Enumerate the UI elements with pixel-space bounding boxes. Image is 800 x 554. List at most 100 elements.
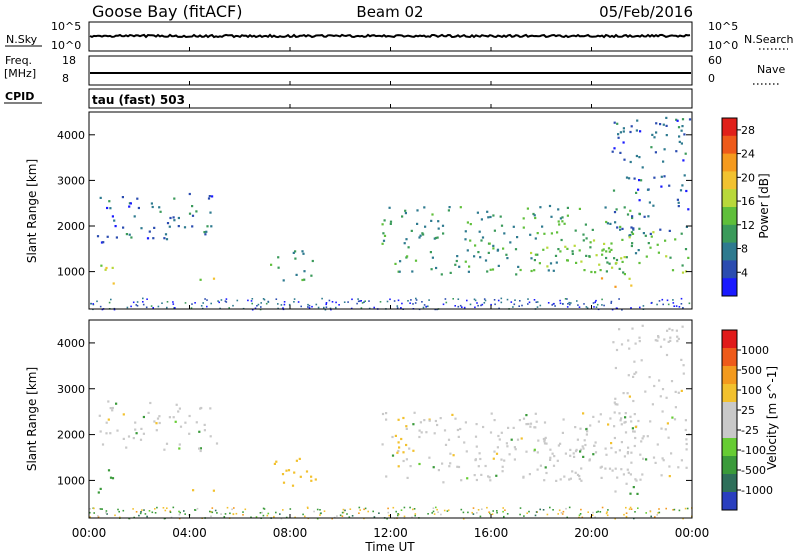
data-cell (588, 458, 591, 461)
data-cell (536, 232, 539, 235)
data-cell (336, 515, 338, 517)
data-cell (209, 407, 212, 410)
data-cell (338, 304, 340, 306)
data-cell (672, 509, 674, 511)
colorbar-swatch (722, 420, 737, 439)
data-cell (163, 517, 166, 520)
data-cell (653, 136, 656, 139)
data-cell (383, 219, 386, 222)
data-cell (473, 298, 476, 301)
data-cell (637, 507, 639, 509)
data-cell (536, 301, 539, 303)
data-cell (135, 432, 138, 435)
data-cell (567, 303, 569, 305)
data-cell (629, 492, 632, 495)
data-cell (612, 341, 615, 344)
data-cell (140, 427, 143, 430)
data-cell (514, 448, 517, 451)
data-cell (534, 253, 537, 256)
data-cell (142, 301, 144, 303)
data-cell (481, 303, 484, 306)
data-cell (335, 301, 337, 304)
data-cell (282, 307, 284, 309)
data-cell (682, 364, 685, 367)
data-cell (561, 513, 564, 515)
colorbar-tick-label: -25 (741, 424, 759, 437)
data-cell (537, 439, 540, 442)
data-cell (599, 269, 602, 272)
data-cell (294, 257, 297, 260)
data-cell (341, 511, 344, 514)
data-cell (568, 478, 571, 481)
data-cell (586, 307, 589, 309)
data-cell (260, 302, 262, 304)
data-cell (142, 303, 145, 306)
data-cell (210, 225, 213, 228)
data-cell (188, 212, 192, 215)
data-cell (604, 467, 607, 470)
data-cell (577, 304, 579, 306)
data-cell (448, 206, 451, 209)
data-cell (394, 262, 397, 265)
data-cell (657, 335, 660, 338)
data-cell (632, 228, 635, 231)
data-cell (629, 506, 632, 509)
data-cell (281, 473, 285, 476)
data-cell (146, 237, 150, 240)
data-cell (401, 215, 404, 218)
data-cell (393, 300, 396, 302)
data-cell (477, 251, 480, 254)
data-cell (484, 259, 488, 262)
data-cell (191, 303, 193, 305)
data-cell (579, 513, 582, 515)
data-cell (484, 299, 487, 302)
data-cell (669, 339, 672, 342)
data-cell (613, 147, 616, 150)
data-cell (597, 510, 599, 513)
data-cell (520, 437, 523, 440)
data-cell (477, 465, 480, 468)
data-cell (387, 507, 389, 510)
data-cell (172, 416, 175, 419)
colorbar-swatch (722, 366, 737, 385)
data-cell (607, 423, 610, 426)
data-cell (402, 416, 405, 420)
data-cell (557, 208, 560, 211)
data-cell (443, 429, 447, 432)
data-cell (654, 339, 657, 342)
data-cell (161, 302, 163, 304)
data-cell (447, 209, 450, 212)
data-cell (673, 508, 676, 511)
data-cell (616, 476, 619, 479)
data-cell (440, 513, 442, 516)
data-cell (585, 306, 588, 308)
data-cell (637, 188, 640, 191)
data-cell (275, 511, 277, 514)
data-cell (191, 205, 194, 208)
data-cell (126, 306, 129, 309)
data-cell (575, 448, 578, 451)
data-cell (671, 269, 675, 272)
data-cell (305, 470, 309, 473)
data-cell (358, 506, 361, 509)
data-cell (163, 448, 166, 451)
data-cell (568, 506, 571, 509)
data-cell (313, 510, 315, 513)
data-cell (682, 307, 684, 309)
data-cell (136, 301, 139, 303)
power-region (381, 204, 641, 276)
data-cell (300, 305, 302, 308)
data-cell (605, 512, 608, 515)
data-cell (111, 266, 114, 269)
data-cell (546, 246, 549, 249)
data-cell (437, 511, 439, 513)
data-cell (529, 425, 532, 428)
data-cell (620, 343, 624, 346)
data-cell (669, 256, 672, 259)
data-cell (106, 206, 109, 210)
data-cell (585, 428, 588, 431)
data-cell (662, 123, 665, 126)
data-cell (216, 512, 218, 514)
data-cell (482, 425, 485, 429)
data-cell (649, 232, 652, 235)
